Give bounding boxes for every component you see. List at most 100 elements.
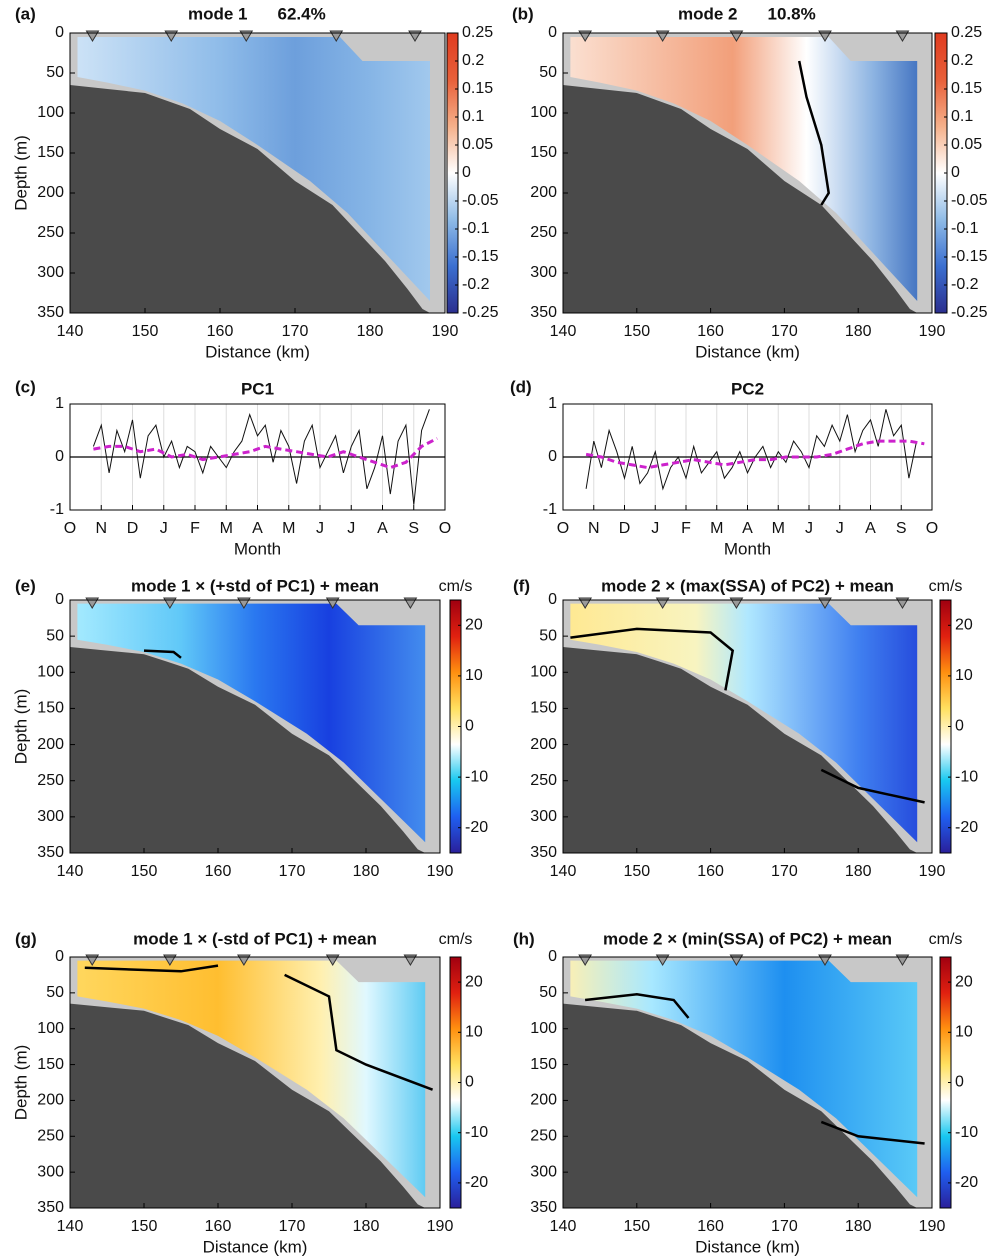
y-tick-label: 0 (55, 24, 64, 41)
x-axis-label: Distance (km) (203, 1237, 308, 1256)
colorbar-tick-label: -20 (465, 819, 488, 836)
plot-frame (562, 956, 933, 1209)
x-tick-label: O (926, 520, 938, 537)
bathymetry (563, 85, 932, 313)
colorbar-tick-label: 10 (955, 667, 973, 684)
y-axis-label: Depth (m) (11, 1045, 30, 1121)
panel-title: mode 2 × (max(SSA) of PC2) + mean (601, 576, 894, 595)
bathymetry (70, 1003, 440, 1208)
x-tick-label: 140 (57, 323, 84, 340)
y-tick-label: 150 (530, 144, 557, 161)
x-tick-label: A (865, 520, 876, 537)
x-tick-label: 170 (771, 1218, 798, 1235)
y-tick-label: 50 (539, 64, 557, 81)
x-tick-label: J (347, 520, 355, 537)
x-tick-label: 180 (845, 323, 872, 340)
x-tick-label: 150 (131, 1218, 158, 1235)
y-tick-label: 250 (530, 772, 557, 789)
y-axis-label: Depth (m) (11, 135, 30, 211)
colorbar-label: cm/s (439, 931, 473, 948)
colorbar-tick-label: 0.15 (951, 80, 982, 97)
x-tick-label: M (710, 520, 723, 537)
panel-title: mode 1 (188, 4, 248, 23)
x-tick-label: 190 (427, 1218, 454, 1235)
x-axis-label: Distance (km) (695, 342, 800, 361)
y-tick-label: 50 (46, 64, 64, 81)
panel-title: mode 2 (678, 4, 738, 23)
x-tick-label: O (557, 520, 569, 537)
y-tick-label: 1 (55, 395, 64, 412)
x-tick-label: 190 (427, 863, 454, 880)
x-tick-label: M (220, 520, 233, 537)
y-tick-label: 350 (37, 844, 64, 861)
y-tick-label: 200 (37, 184, 64, 201)
x-tick-label: 150 (623, 863, 650, 880)
x-tick-label: 140 (57, 863, 84, 880)
panel-label: (c) (15, 377, 36, 396)
x-tick-label: A (377, 520, 388, 537)
colorbar-tick-label: -0.25 (462, 304, 499, 321)
y-tick-label: 150 (37, 1056, 64, 1073)
y-tick-label: 100 (530, 1020, 557, 1037)
y-tick-label: 150 (37, 144, 64, 161)
zero-contour (584, 993, 690, 1019)
panel-title: mode 1 × (-std of PC1) + mean (133, 929, 377, 948)
y-tick-label: 100 (37, 1020, 64, 1037)
bathymetry (563, 1003, 932, 1208)
velocity-field (570, 37, 918, 301)
colorbar-label: cm/s (929, 931, 963, 948)
colorbar-tick-label: 0 (955, 1074, 964, 1091)
x-tick-label: 160 (205, 863, 232, 880)
velocity-field (77, 37, 430, 301)
x-tick-label: 180 (845, 863, 872, 880)
zero-contour (143, 649, 182, 659)
colorbar-tick-label: 10 (465, 1024, 483, 1041)
y-tick-label: 0 (548, 24, 557, 41)
x-tick-label: J (160, 520, 168, 537)
y-tick-label: 150 (530, 1056, 557, 1073)
colorbar-tick-label: 0.25 (951, 24, 982, 41)
series-line (585, 439, 925, 470)
panel-label: (g) (15, 929, 37, 948)
x-tick-label: 140 (550, 323, 577, 340)
x-tick-label: 140 (550, 863, 577, 880)
series-line (93, 437, 438, 470)
plot-frame (69, 599, 441, 854)
x-tick-label: N (95, 520, 107, 537)
x-tick-label: O (439, 520, 451, 537)
plot-frame (69, 956, 441, 1209)
colorbar-tick-label: 10 (955, 1024, 973, 1041)
y-tick-label: 350 (530, 304, 557, 321)
zero-contour (820, 1120, 925, 1145)
colorbar-tick-label: -10 (955, 1124, 978, 1141)
y-tick-label: 0 (55, 591, 64, 608)
x-tick-label: 170 (282, 323, 309, 340)
x-tick-label: 150 (623, 1218, 650, 1235)
panel-title: PC1 (241, 379, 274, 398)
x-tick-label: A (252, 520, 263, 537)
x-tick-label: 150 (623, 323, 650, 340)
y-tick-label: 0 (548, 591, 557, 608)
x-tick-label: 190 (919, 863, 946, 880)
colorbar-tick-label: 0.15 (462, 80, 493, 97)
colorbar-tick-label: -0.1 (951, 220, 979, 237)
colorbar-tick-label: 0 (955, 718, 964, 735)
x-tick-label: J (316, 520, 324, 537)
colorbar-tick-label: -20 (465, 1174, 488, 1191)
y-tick-label: 0 (55, 448, 64, 465)
x-tick-label: J (805, 520, 813, 537)
variance: 10.8% (768, 4, 816, 23)
x-tick-label: 180 (353, 863, 380, 880)
panel-title: mode 2 × (min(SSA) of PC2) + mean (603, 929, 892, 948)
x-tick-label: S (896, 520, 907, 537)
x-tick-label: A (742, 520, 753, 537)
y-tick-label: 100 (37, 104, 64, 121)
velocity-field (77, 603, 426, 843)
y-tick-label: -1 (543, 501, 557, 518)
y-tick-label: 200 (530, 1092, 557, 1109)
x-tick-label: 170 (279, 863, 306, 880)
bathymetry (563, 647, 932, 853)
y-tick-label: 200 (37, 736, 64, 753)
x-tick-label: 180 (357, 323, 384, 340)
